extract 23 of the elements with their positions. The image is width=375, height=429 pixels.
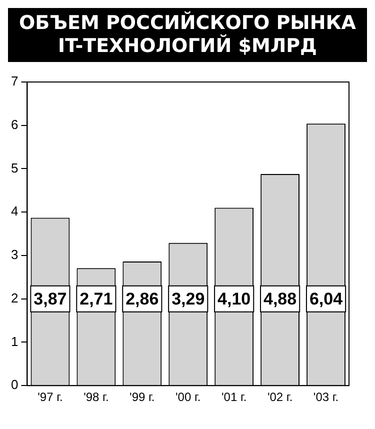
y-tick-label: 4	[10, 204, 18, 219]
y-tick-label: 7	[10, 74, 18, 89]
chart-title: ОБЪЕМ РОССИЙСКОГО РЫНКА IT-ТЕХНОЛОГИЙ $МЛРД	[8, 8, 367, 62]
data-label: 2,71	[80, 290, 113, 309]
x-tick-label: '98 г.	[84, 390, 109, 404]
x-tick-label: '99 г.	[130, 390, 155, 404]
data-label: 6,04	[309, 290, 344, 309]
x-tick-label: '02 г.	[267, 390, 293, 404]
y-tick-label: 0	[10, 377, 18, 392]
x-tick-label: '01 г.	[221, 390, 247, 404]
data-label: 3,87	[34, 290, 67, 309]
data-label: 2,86	[126, 290, 159, 309]
y-tick-label: 1	[10, 334, 18, 349]
data-label: 4,88	[264, 290, 297, 309]
y-tick-label: 5	[10, 160, 18, 176]
data-label: 4,10	[218, 290, 251, 309]
x-tick-label: '03 г.	[313, 390, 339, 404]
y-tick-label: 2	[10, 290, 18, 306]
x-tick-label: '97 г.	[38, 390, 63, 404]
y-tick-label: 3	[10, 247, 18, 262]
x-tick-label: '00 г.	[176, 390, 201, 404]
data-label: 3,29	[172, 290, 205, 309]
y-tick-label: 6	[10, 116, 18, 132]
